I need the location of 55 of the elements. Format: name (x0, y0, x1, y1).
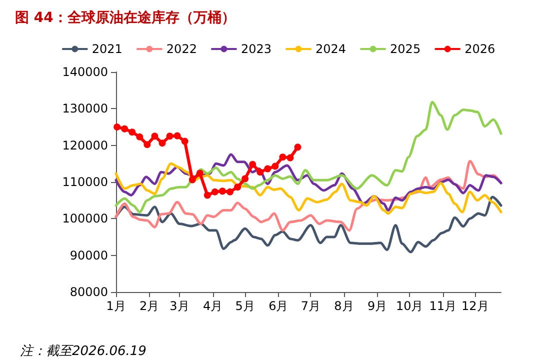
point (166, 132, 174, 140)
point (121, 125, 128, 132)
point (256, 168, 264, 176)
point (114, 124, 121, 130)
y-tick-label: 100000 (62, 212, 108, 226)
point (249, 160, 256, 168)
x-tick-label: 5月 (235, 299, 255, 313)
point (151, 132, 158, 140)
y-tick-label: 90000 (70, 248, 108, 262)
x-tick-label: 6月 (268, 299, 288, 313)
point (181, 138, 188, 145)
point (242, 175, 249, 182)
x-tick-label: 1月 (106, 299, 126, 313)
point (218, 188, 226, 195)
x-tick-label: 2月 (140, 299, 160, 313)
point (211, 188, 218, 196)
y-tick-label: 120000 (62, 138, 108, 152)
point (174, 132, 181, 140)
y-tick-label: 130000 (62, 102, 108, 116)
point (144, 141, 151, 148)
point (204, 192, 211, 199)
chart-title: 图 44：全球原油在途库存（万桶） (15, 9, 236, 26)
point (264, 165, 272, 172)
x-tick-label: 11月 (429, 299, 457, 313)
point (136, 133, 144, 140)
legend-label: 2023 (240, 42, 272, 56)
y-tick-label: 110000 (62, 175, 108, 189)
y-tick-label: 140000 (62, 65, 108, 79)
point (158, 140, 166, 147)
line-series (114, 100, 502, 214)
x-tick-label: 4月 (202, 299, 223, 313)
text: 注：截至2026.06.19 (20, 344, 146, 359)
point (279, 154, 286, 161)
legend-label: 2024 (316, 42, 346, 56)
legend-label: 2026 (464, 42, 496, 56)
point (234, 184, 242, 191)
point (286, 154, 294, 162)
legend-label: 2022 (166, 42, 197, 56)
legend-label: 2021 (92, 42, 122, 56)
point (226, 188, 234, 196)
x-tick-label: 12月 (462, 299, 489, 313)
point (196, 170, 204, 177)
line-series (114, 162, 502, 215)
x-tick-label: 9月 (368, 299, 388, 313)
line-series (114, 196, 502, 254)
point (272, 162, 279, 170)
x-tick-label: 8月 (334, 299, 354, 313)
x-tick-label: 10月 (396, 299, 424, 313)
point (294, 144, 302, 151)
legend-label: 2025 (390, 42, 421, 56)
x-tick-label: 3月 (170, 299, 190, 313)
point (128, 128, 136, 136)
x-tick-label: 7月 (300, 299, 320, 313)
y-tick-label: 80000 (70, 285, 108, 299)
point (188, 176, 196, 184)
